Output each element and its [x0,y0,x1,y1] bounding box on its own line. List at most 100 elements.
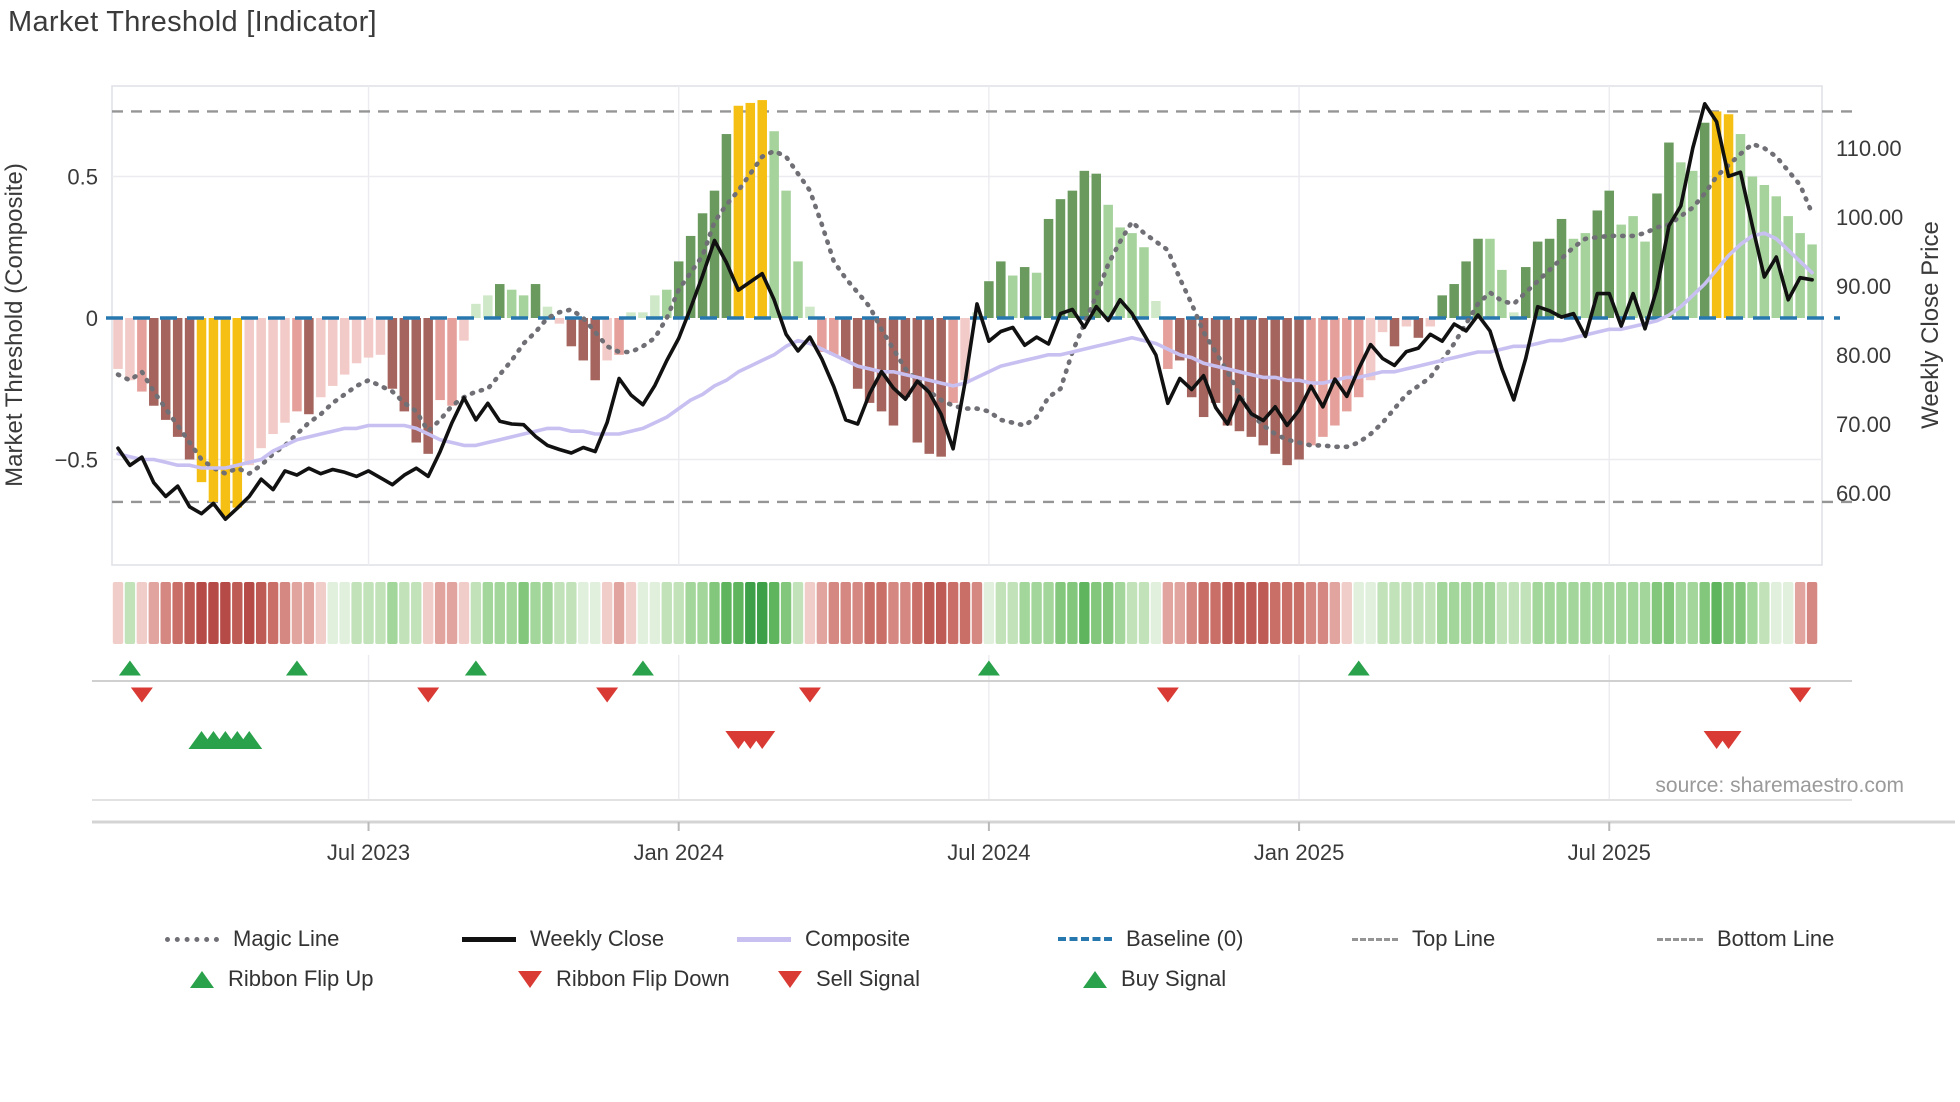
threshold-bar [685,235,696,318]
legend-item-top-line[interactable]: Top Line [1352,922,1495,956]
ribbon-cell [1186,582,1197,644]
threshold-bar [1735,134,1746,318]
threshold-bar [1163,318,1173,369]
threshold-bar [447,318,457,406]
ribbon-cell [1651,582,1663,644]
ribbon-cell [876,582,887,644]
legend-label: Baseline (0) [1126,926,1244,951]
threshold-bar [1580,233,1591,318]
threshold-bar [1151,301,1161,318]
ribbon-cell [637,582,649,644]
threshold-bar [1067,190,1078,318]
threshold-bar [638,312,648,318]
threshold-bar [1628,216,1638,318]
ribbon-cell [184,582,195,644]
ribbon-cell [1365,582,1376,644]
threshold-bar [399,318,410,412]
threshold-bar [1031,272,1042,318]
right-tick-label: 110.00 [1836,136,1902,161]
threshold-bar [459,318,469,341]
legend-item-magic-line[interactable]: Magic Line [165,922,339,956]
legend-item-buy-signal[interactable]: Buy Signal [1083,962,1226,996]
legend-item-composite[interactable]: Composite [737,922,910,956]
ribbon-cell [912,582,923,644]
ribbon-cell [1556,582,1567,644]
ribbon-cell [709,582,720,644]
indicator-chart: Jul 2023 Jan 2024 Jul 2024 Jan 2025 Jul 2025… [1,85,1955,865]
threshold-bar [996,261,1006,318]
threshold-bar [650,295,660,318]
ribbon-cell [1258,582,1269,644]
threshold-bar [244,318,254,466]
threshold-bar [471,303,481,318]
threshold-bar [1640,241,1650,318]
legend-item-ribbon-flip-up[interactable]: Ribbon Flip Up [190,962,374,996]
legend-row-1: Magic Line Weekly Close Composite Baseline … [0,922,1960,956]
ribbon-cell [1305,582,1317,644]
triangle-down-icon [518,970,542,988]
threshold-bar [709,190,720,318]
threshold-bar [1485,238,1495,318]
threshold-bar [1556,218,1567,318]
threshold-bar [554,318,565,324]
legend-item-bottom-line[interactable]: Bottom Line [1657,922,1834,956]
threshold-bar [1652,193,1662,318]
ribbon-cell [1759,582,1770,644]
ribbon-flip-up-marker [631,660,654,676]
ribbon-cell [1114,582,1126,644]
threshold-bar [960,318,970,381]
ribbon-cell [1472,582,1484,644]
legend-label: Buy Signal [1121,966,1227,991]
ribbon-cell [1604,582,1615,644]
threshold-bar [1711,111,1722,318]
buy-signal-marker [236,731,263,749]
ribbon-cell [733,582,744,644]
legend-item-sell-signal[interactable]: Sell Signal [778,962,920,996]
threshold-bar [1676,162,1686,318]
legend-item-weekly-close[interactable]: Weekly Close [462,922,664,956]
triangle-up-icon [190,970,214,988]
ribbon-cell [315,582,327,644]
ribbon-cell [971,582,983,644]
threshold-bar [984,281,994,318]
ribbon-cell [1627,582,1639,644]
dashed-line-swatch [1352,937,1398,941]
threshold-bar [924,318,934,454]
ribbon-cell [1580,582,1591,644]
threshold-bar [733,105,744,318]
ribbon-cell [1496,582,1508,644]
ribbon-flip-up-marker [118,660,141,676]
threshold-bar [304,318,314,415]
ribbon-cell [1771,582,1782,644]
ribbon-flip-up-marker [285,660,308,676]
ribbon-cell [959,582,971,644]
threshold-bar [1318,318,1328,437]
threshold-bar [339,318,350,375]
ribbon-cell [291,582,303,644]
ribbon-cell [1460,582,1472,644]
ribbon-cell [685,582,696,644]
threshold-bar [662,289,672,318]
ribbon-flip-down-marker [1156,687,1179,703]
ribbon-cell [1341,582,1352,644]
legend-item-ribbon-flip-down[interactable]: Ribbon Flip Down [518,962,730,996]
threshold-bar [1342,318,1352,412]
threshold-bar [1532,241,1543,318]
left-tick-label: 0.5 [67,165,98,190]
threshold-bar [530,284,541,318]
ribbon-cell [649,582,661,644]
threshold-bar [1509,312,1519,318]
threshold-bar [1568,238,1579,318]
threshold-bar [1783,216,1793,318]
legend-item-baseline[interactable]: Baseline (0) [1058,922,1243,956]
legend-label: Magic Line [233,926,340,951]
right-tick-label: 90.00 [1836,274,1891,299]
ribbon-cell [578,582,589,644]
ribbon-cell [1711,582,1722,644]
ribbon-cell [613,582,625,644]
threshold-bar [602,318,612,361]
threshold-bar [1413,318,1424,338]
x-tick-label: Jan 2025 [1254,840,1345,865]
ribbon-cell [721,582,732,644]
ribbon-cell [411,582,422,644]
